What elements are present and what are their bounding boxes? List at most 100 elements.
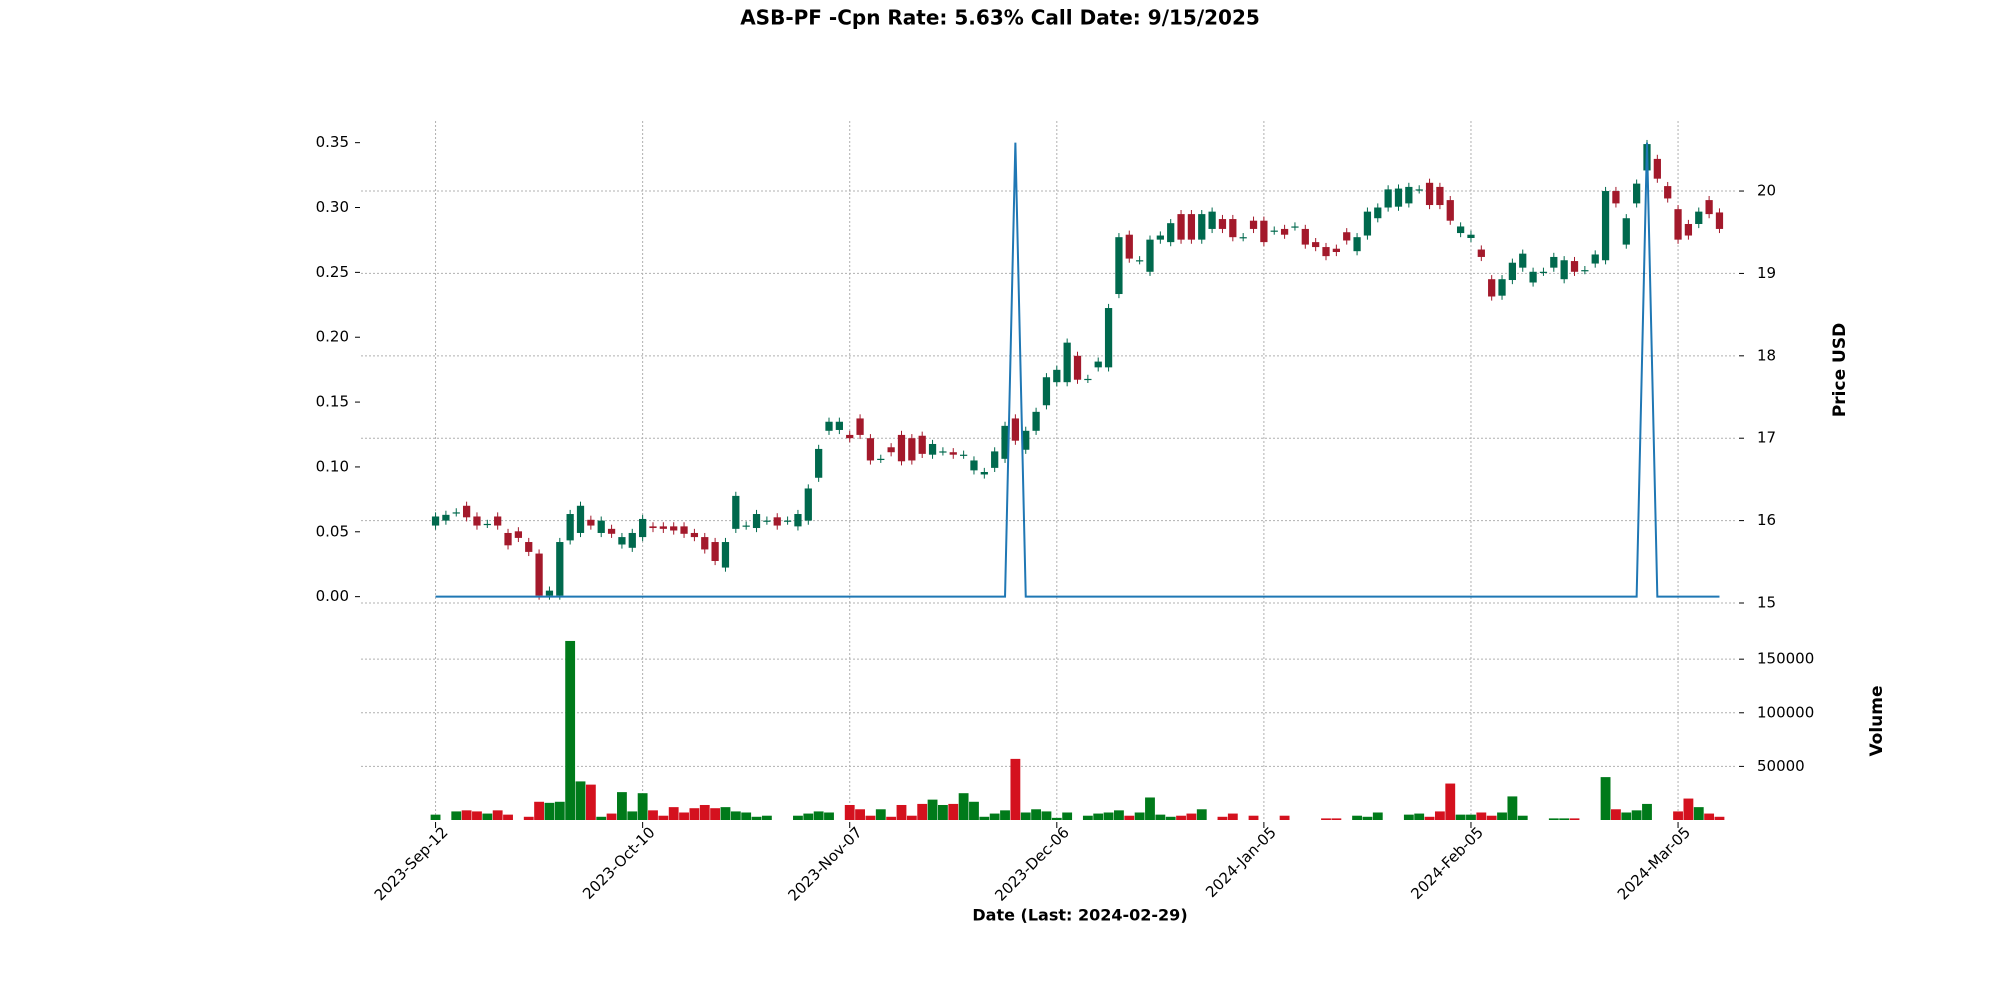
candle-body (711, 542, 719, 561)
volume-bar (1176, 815, 1186, 820)
volume-bar (1631, 810, 1642, 820)
candle-body (1436, 186, 1444, 206)
candle-body (1570, 261, 1579, 272)
candle-body (1591, 254, 1599, 264)
candle-body (628, 532, 636, 548)
volume-bar (1486, 815, 1497, 820)
volume-bar (1227, 813, 1238, 820)
volume-bar (730, 811, 741, 820)
candle-body (1581, 270, 1589, 272)
y2-tick-label: 0.05 (316, 522, 349, 540)
volume-bar (886, 816, 897, 820)
volume-bar (503, 814, 513, 820)
y-tick-label: 20 (1757, 182, 1776, 200)
y2-tick-label: 0.00 (316, 587, 349, 605)
volume-bar (1372, 812, 1383, 820)
volume-bar (824, 812, 834, 820)
candle-body (1094, 361, 1102, 368)
candle-body (1601, 191, 1610, 261)
volume-bar (1114, 810, 1124, 820)
volume-bar (1455, 814, 1466, 820)
candle-body (1415, 189, 1423, 191)
volume-bar (461, 810, 472, 820)
candle-body (1705, 200, 1713, 215)
volume-bar (1031, 809, 1042, 820)
candle-body (1125, 234, 1133, 259)
candle-body (1198, 214, 1206, 240)
candle-body (618, 537, 626, 545)
candle-body (1239, 237, 1247, 239)
volume-bar (1434, 811, 1445, 820)
volume-bar (523, 816, 534, 820)
volume-bar (1466, 814, 1476, 820)
candle-body (649, 526, 657, 529)
candle-body (1508, 262, 1517, 281)
volume-bar (1673, 811, 1683, 820)
volume-bar (617, 792, 627, 820)
volume-bar (1155, 814, 1166, 820)
volume-bar (1352, 815, 1362, 820)
volume-bar (1559, 818, 1570, 820)
candle-body (576, 505, 585, 533)
candle-body (887, 447, 895, 453)
candle-body (1156, 235, 1164, 240)
volume-bar (1000, 810, 1010, 820)
y2-tick-label: 0.20 (316, 328, 349, 346)
volume-bar (793, 815, 803, 820)
candle-body (1622, 218, 1630, 245)
candle-body (752, 514, 761, 529)
candle-body (535, 553, 543, 596)
y2-tick-label: 0.30 (316, 198, 349, 216)
volume-bar (627, 811, 638, 820)
candle-body (1322, 247, 1330, 257)
candle-body (431, 516, 440, 526)
y2-tick-label: 0.15 (316, 393, 349, 411)
candle-body (1343, 232, 1351, 241)
candle-body (835, 421, 843, 430)
volume-bar (1093, 813, 1104, 820)
candle-body (1477, 249, 1485, 257)
candle-body (1446, 200, 1454, 221)
candle-body (1394, 188, 1403, 207)
volume-bar (534, 801, 545, 820)
volume-bar (1041, 811, 1052, 820)
volume-bar (1476, 812, 1487, 820)
overlay-line (435, 142, 1720, 598)
volume-bar (761, 815, 772, 820)
candle-body (783, 520, 792, 522)
volume-bar (896, 804, 907, 820)
volume-bar (1600, 777, 1611, 820)
candle-body (1301, 228, 1309, 245)
volume-bar (1321, 818, 1331, 820)
volume-bar (1424, 816, 1435, 820)
candle-body (804, 488, 812, 521)
volume-bar (1548, 818, 1559, 820)
candle-body (1218, 219, 1227, 229)
candle-body (1312, 242, 1320, 248)
candle-body (597, 520, 605, 533)
candle-body (1136, 260, 1144, 262)
volume-bar (1683, 798, 1694, 820)
volume-bar (1124, 815, 1135, 820)
candle-body (670, 526, 678, 531)
candle-body (856, 418, 864, 435)
candle-body (1488, 279, 1496, 297)
volume-bar (1362, 816, 1373, 820)
volume-bar (1714, 816, 1725, 820)
candle-body (846, 434, 854, 439)
candle-body (566, 514, 574, 541)
x-axis-label: Date (Last: 2024-02-29) (972, 906, 1187, 925)
candle-body (939, 451, 947, 453)
candle-body (908, 438, 916, 461)
volume-bar (1020, 812, 1031, 820)
volume-bar (482, 813, 493, 820)
y2-tick-label: 0.25 (316, 263, 349, 281)
volume-bar (554, 801, 565, 820)
volume-bar (751, 816, 762, 820)
volume-bar (720, 807, 731, 820)
candle-body (773, 517, 781, 526)
candle-body (1560, 260, 1568, 280)
candle-body (732, 495, 740, 529)
candle-body (701, 537, 709, 550)
candle-body (991, 451, 999, 468)
